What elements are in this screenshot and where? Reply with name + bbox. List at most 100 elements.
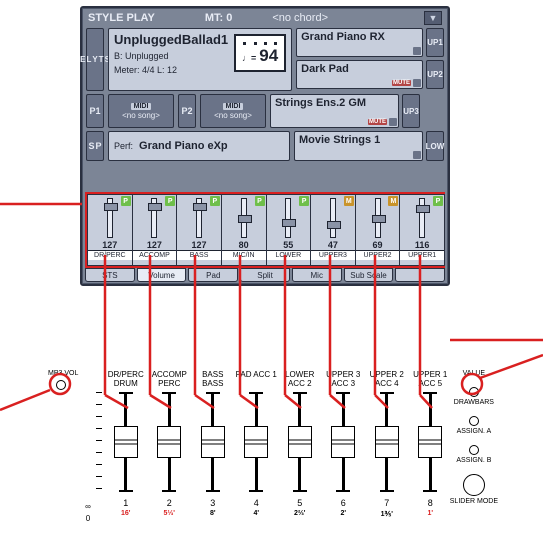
mixer-channel-upper1[interactable]: P 116UPPER1	[399, 194, 445, 266]
style-name: UnpluggedBallad1	[114, 32, 228, 47]
hw-slider-num: 8	[409, 498, 453, 508]
up1-tab[interactable]: UP1	[426, 28, 444, 57]
channel-play-mute-button[interactable]: P	[121, 196, 131, 206]
channel-fader[interactable]	[330, 198, 336, 238]
low-tab[interactable]: LOW	[426, 131, 444, 161]
p1-box[interactable]: MIDI <no song>	[108, 94, 174, 128]
channel-value: 69	[373, 240, 383, 250]
channel-value: 80	[239, 240, 249, 250]
menu-dropdown-button[interactable]: ▼	[424, 11, 442, 25]
up3-tab[interactable]: UP3	[402, 94, 420, 128]
channel-label: ACCOMP	[133, 250, 177, 260]
channel-fader[interactable]	[196, 198, 202, 238]
hw-drawbar-footage: 5⅓'	[148, 510, 192, 518]
mixer-channel-accomp[interactable]: P127ACCOMP	[132, 194, 177, 266]
performance-box[interactable]: Perf: Grand Piano eXp	[108, 131, 290, 161]
bottom-tab-sub-scale[interactable]: Sub Scale	[344, 268, 394, 282]
drawbars-led	[469, 387, 479, 397]
mode-title: STYLE PLAY	[88, 12, 155, 24]
bottom-tab-split[interactable]: Split	[240, 268, 290, 282]
channel-fader[interactable]	[151, 198, 157, 238]
hw-drawbar-footage: 4'	[235, 510, 279, 518]
p2-tab[interactable]: P2	[178, 94, 196, 128]
hw-label: DR/PERC DRUM	[104, 370, 148, 388]
hw-drawbar-footage: 16'	[104, 510, 148, 518]
hw-drawbar-footage: 8'	[191, 510, 235, 518]
channel-fader[interactable]	[375, 198, 381, 238]
hw-slider-1[interactable]	[104, 392, 148, 494]
mp3-vol-led	[56, 380, 66, 390]
p2-box[interactable]: MIDI <no song>	[200, 94, 266, 128]
hw-label: PAD ACC 1	[235, 370, 279, 388]
channel-label: UPPER3	[311, 250, 355, 260]
mixer-channel-mic/in[interactable]: P 80MIC/IN	[221, 194, 266, 266]
hw-label: UPPER 1 ACC 5	[409, 370, 453, 388]
hw-slider-5[interactable]	[278, 392, 322, 494]
channel-label: UPPER2	[356, 250, 400, 260]
channel-value: 127	[192, 240, 207, 250]
hw-label: ACCOMP PERC	[148, 370, 192, 388]
bottom-tab-sts[interactable]: STS	[85, 268, 135, 282]
ps-tab[interactable]: PS	[86, 131, 104, 161]
style-meter: Meter: 4/4 L: 12	[114, 65, 228, 75]
bottom-tab-volume[interactable]: Volume	[137, 268, 187, 282]
sound-slot-low[interactable]: Movie Strings 1	[294, 131, 423, 161]
hw-slider-num: 5	[278, 498, 322, 508]
channel-label: MIC/IN	[222, 250, 266, 260]
hw-slider-2[interactable]	[148, 392, 192, 494]
mixer-channel-upper3[interactable]: M 47UPPER3	[310, 194, 355, 266]
hw-slider-3[interactable]	[191, 392, 235, 494]
mixer-strip: P127DR/PERCP127ACCOMPP127BASSP80MIC/INP5…	[85, 192, 445, 268]
mixer-channel-upper2[interactable]: M 69UPPER2	[355, 194, 400, 266]
p1-tab[interactable]: P1	[86, 94, 104, 128]
channel-play-mute-button[interactable]: P	[299, 196, 309, 206]
channel-label: BASS	[177, 250, 221, 260]
hardware-slider-diagram: MP3 VOL DR/PERC DRUMACCOMP PERCBASS BASS…	[48, 370, 498, 540]
up2-tab[interactable]: UP2	[426, 60, 444, 89]
hw-slider-7[interactable]	[365, 392, 409, 494]
right-label-column: VALUE DRAWBARS ASSIGN. A ASSIGN. B SLIDE…	[450, 370, 498, 515]
channel-play-mute-button[interactable]: P	[165, 196, 175, 206]
panel-titlebar: STYLE PLAY MT: 0 <no chord> ▼	[82, 8, 448, 28]
channel-play-mute-button[interactable]: P	[433, 196, 443, 206]
channel-value: 47	[328, 240, 338, 250]
mixer-channel-bass[interactable]: P 127BASS	[176, 194, 221, 266]
channel-fader[interactable]	[419, 198, 425, 238]
slider-mode-button[interactable]	[463, 474, 485, 496]
sound-slot-up3[interactable]: Strings Ens.2 GM MUTE	[270, 94, 399, 128]
style-side-tab[interactable]: STYLE	[86, 28, 104, 91]
bottom-tab-mic[interactable]: Mic	[292, 268, 342, 282]
sound-slot-up2[interactable]: Dark Pad MUTE	[296, 60, 423, 89]
hw-label: BASS BASS	[191, 370, 235, 388]
channel-play-mute-button[interactable]: M	[388, 196, 398, 206]
style-info-box[interactable]: UnpluggedBallad1 B: Unplugged Meter: 4/4…	[108, 28, 292, 91]
sound-slot-up1[interactable]: Grand Piano RX	[296, 28, 423, 57]
hw-label: UPPER 3 ACC 3	[322, 370, 366, 388]
hw-drawbar-footage: 2'	[322, 510, 366, 518]
hw-slider-4[interactable]	[235, 392, 279, 494]
hw-drawbar-footage: 1⅗'	[365, 510, 409, 518]
channel-play-mute-button[interactable]: P	[210, 196, 220, 206]
mixer-channel-dr/perc[interactable]: P127DR/PERC	[87, 194, 132, 266]
mt-value: MT: 0	[205, 12, 233, 24]
bottom-tab-pad[interactable]: Pad	[188, 268, 238, 282]
hw-slider-8[interactable]	[409, 392, 453, 494]
channel-label: UPPER1	[400, 250, 444, 260]
channel-value: 55	[283, 240, 293, 250]
hw-slider-num: 1	[104, 498, 148, 508]
hw-slider-6[interactable]	[322, 392, 366, 494]
channel-play-mute-button[interactable]: P	[255, 196, 265, 206]
channel-value: 116	[415, 240, 430, 250]
mixer-channel-lower[interactable]: P55LOWER	[266, 194, 311, 266]
channel-play-mute-button[interactable]: M	[344, 196, 354, 206]
hw-slider-num: 4	[235, 498, 279, 508]
hw-drawbar-footage: 1'	[409, 510, 453, 518]
hw-slider-num: 6	[322, 498, 366, 508]
mp3-vol-label: MP3 VOL	[48, 370, 78, 377]
channel-fader[interactable]	[285, 198, 291, 238]
tempo-box[interactable]: ♩=94	[234, 34, 286, 72]
channel-fader[interactable]	[107, 198, 113, 238]
bottom-tab-blank[interactable]	[395, 268, 445, 282]
style-bank: B: Unplugged	[114, 51, 228, 61]
channel-fader[interactable]	[241, 198, 247, 238]
